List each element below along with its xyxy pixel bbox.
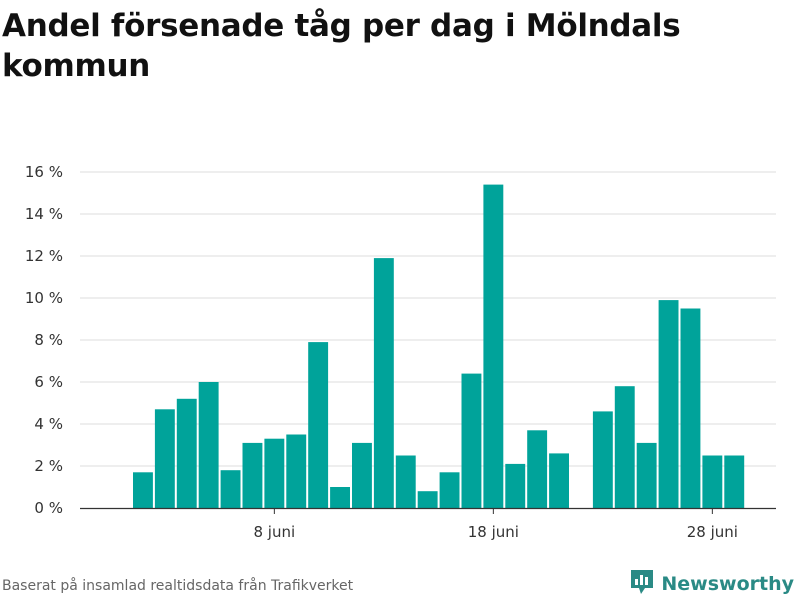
bar <box>483 184 504 508</box>
bar <box>330 487 350 508</box>
y-tick-label: 6 % <box>34 373 63 391</box>
bar <box>658 300 679 508</box>
x-tick-label: 8 juni <box>254 523 296 541</box>
newsworthy-logo-icon <box>629 568 655 600</box>
bar <box>395 455 416 508</box>
bar <box>352 442 372 508</box>
bar <box>724 455 745 508</box>
bar <box>461 373 482 508</box>
bar <box>592 411 613 508</box>
chart-title: Andel försenade tåg per dag i Mölndals k… <box>2 8 681 84</box>
bar <box>286 434 307 508</box>
bar <box>680 308 701 508</box>
y-tick-label: 10 % <box>25 289 63 307</box>
bar <box>220 470 241 508</box>
bar <box>702 455 723 508</box>
bar <box>242 442 263 508</box>
bar <box>176 398 197 508</box>
bar <box>417 491 438 508</box>
y-tick-label: 16 % <box>25 163 63 181</box>
y-tick-label: 2 % <box>34 457 63 475</box>
bar <box>308 342 329 508</box>
source-note: Baserat på insamlad realtidsdata från Tr… <box>2 578 354 594</box>
bar <box>527 430 548 508</box>
y-tick-label: 12 % <box>25 247 63 265</box>
bar <box>636 442 657 508</box>
y-tick-label: 4 % <box>34 415 63 433</box>
bar <box>154 409 175 508</box>
bar <box>439 472 460 508</box>
bars <box>133 184 745 508</box>
brand-logo: Newsworthy <box>629 568 794 600</box>
bar <box>133 472 153 508</box>
bar <box>505 463 526 508</box>
bar <box>614 386 635 508</box>
x-tick-label: 28 juni <box>687 523 738 541</box>
x-axis-ticks: 8 juni 18 juni 28 juni <box>254 508 738 541</box>
y-tick-label: 0 % <box>34 499 63 517</box>
y-axis-ticks: 0 % 2 % 4 % 6 % 8 % 10 % 12 % 14 % 16 % <box>25 163 63 517</box>
x-tick-label: 18 juni <box>468 523 519 541</box>
bar <box>264 438 285 508</box>
bar <box>373 258 394 508</box>
bar <box>198 382 219 508</box>
y-tick-label: 14 % <box>25 205 63 223</box>
bar <box>549 453 569 508</box>
brand-name: Newsworthy <box>661 573 794 595</box>
y-tick-label: 8 % <box>34 331 63 349</box>
